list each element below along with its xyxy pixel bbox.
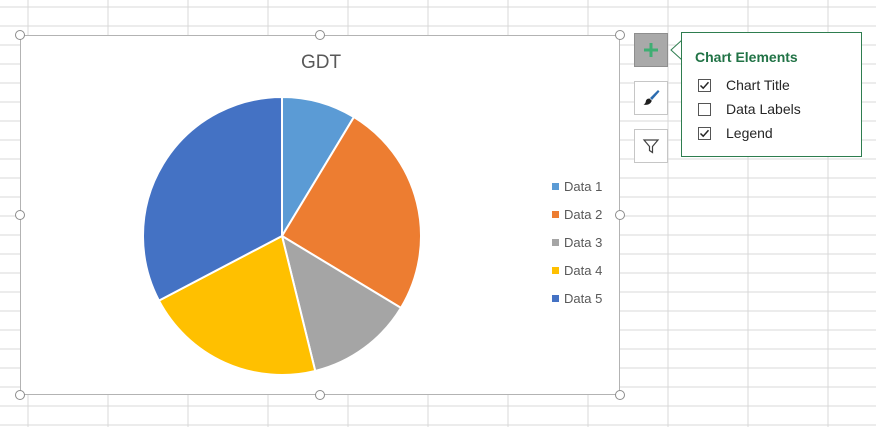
pie-slice-4[interactable] [157,234,317,376]
chart-styles-button[interactable] [634,81,668,115]
chart-filters-button[interactable] [634,129,668,163]
resize-handle-top-right[interactable] [615,30,625,40]
chart-title-option-label: Chart Title [726,77,790,93]
pie-slice-3[interactable] [280,233,403,373]
legend-label: Data 3 [564,234,603,250]
pie-slice-2[interactable] [280,115,422,310]
pie-chart [141,95,422,376]
option-chart-title[interactable]: Chart Title [698,77,790,93]
checkmark-icon [699,81,710,89]
plus-icon [644,43,658,57]
chart-elements-panel: Chart Elements Chart Title Data Labels L… [681,32,862,157]
legend-checkbox[interactable] [698,126,711,140]
legend-item[interactable]: Data 2 [552,200,602,228]
option-legend[interactable]: Legend [698,125,773,141]
chart-title[interactable]: GDT [300,52,342,73]
chart-area[interactable]: GDT Data 1 Data 2 Data 3 Data 4 Data 5 [20,35,620,395]
legend-item[interactable]: Data 4 [552,256,602,284]
chart-elements-button[interactable] [634,33,668,67]
data-labels-option-label: Data Labels [726,101,801,117]
resize-handle-bottom-center[interactable] [315,390,325,400]
resize-handle-bottom-right[interactable] [615,390,625,400]
chart-title-checkbox[interactable] [698,78,711,92]
legend-swatch [552,182,559,190]
paintbrush-icon [643,90,660,105]
legend-item[interactable]: Data 1 [552,172,602,200]
resize-handle-middle-right[interactable] [615,210,625,220]
pie-slice-5[interactable] [141,95,283,302]
legend-label: Data 2 [564,206,603,222]
legend-swatch [552,238,559,246]
checkmark-icon [699,129,710,137]
legend-label: Data 1 [564,178,603,194]
data-labels-checkbox[interactable] [698,102,711,116]
resize-handle-top-center[interactable] [315,30,325,40]
resize-handle-bottom-left[interactable] [15,390,25,400]
legend-item[interactable]: Data 5 [552,284,602,312]
chart-elements-title: Chart Elements [695,49,798,65]
legend-label: Data 5 [564,290,603,306]
filter-icon [642,139,660,154]
resize-handle-middle-left[interactable] [15,210,25,220]
legend-item[interactable]: Data 3 [552,228,602,256]
option-data-labels[interactable]: Data Labels [698,101,801,117]
legend-option-label: Legend [726,125,773,141]
chart-legend[interactable]: Data 1 Data 2 Data 3 Data 4 Data 5 [552,172,602,312]
legend-swatch [552,210,559,218]
resize-handle-top-left[interactable] [15,30,25,40]
legend-swatch [552,294,559,302]
legend-label: Data 4 [564,262,603,278]
legend-swatch [552,266,559,274]
